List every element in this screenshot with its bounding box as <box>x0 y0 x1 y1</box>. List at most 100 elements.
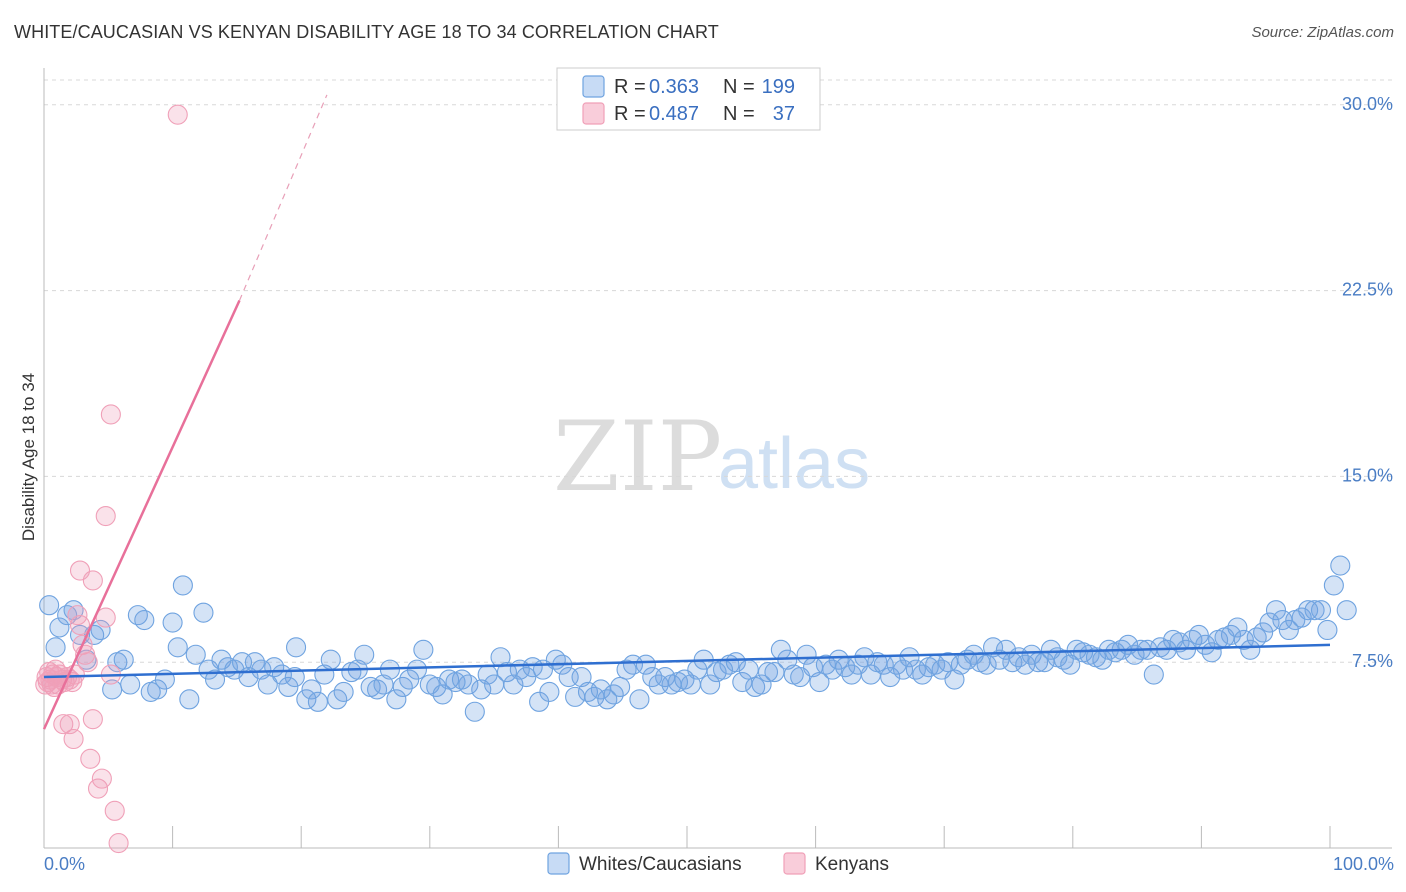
white-point-37 <box>284 667 305 688</box>
white-point-73 <box>516 667 537 688</box>
white-point-70 <box>496 662 518 683</box>
white-point-111 <box>757 662 779 683</box>
white-point-57 <box>413 639 434 660</box>
kenyan-point-21 <box>67 605 88 626</box>
kenyan-point-20 <box>63 728 84 750</box>
white-point-196 <box>1304 600 1325 621</box>
white-point-92 <box>635 654 656 675</box>
kenyan-point-27 <box>82 709 103 730</box>
kenyan-point-25 <box>77 652 98 673</box>
bottom-legend-label-kenyans: Kenyans <box>815 854 889 875</box>
bottom-legend: Whites/Caucasians Kenyans <box>547 852 889 875</box>
x-tick-label-max: 100.0% <box>1333 854 1394 874</box>
y-axis-label: Disability Age 18 to 34 <box>19 373 38 541</box>
y-tick-label-2: 22.5% <box>1342 280 1393 300</box>
white-point-55 <box>399 669 420 690</box>
x-tick-label-min: 0.0% <box>44 854 85 874</box>
legend-swatch-whites <box>582 75 605 98</box>
white-point-40 <box>301 679 322 700</box>
trend-line-kenyans <box>42 299 241 730</box>
y-tick-labels: 7.5% 15.0% 22.5% 30.0% <box>1342 94 1393 671</box>
white-point-119 <box>809 671 830 693</box>
kenyan-point-26 <box>80 748 101 769</box>
chart-source: Source: ZipAtlas.com <box>1251 24 1394 41</box>
white-point-82 <box>571 667 592 688</box>
white-point-171 <box>1143 664 1164 685</box>
white-point-11 <box>113 649 134 670</box>
white-point-41 <box>307 691 328 712</box>
legend-r-value-whites: 0.363 <box>649 76 699 98</box>
white-point-36 <box>278 676 299 698</box>
white-point-32 <box>251 659 272 680</box>
white-point-185 <box>1233 629 1254 650</box>
white-point-19 <box>167 637 188 658</box>
legend-n-label-kenyans: N = <box>723 103 755 125</box>
gridlines <box>44 79 1392 663</box>
white-point-77 <box>539 681 560 702</box>
legend-swatch-kenyans <box>582 102 605 125</box>
white-point-130 <box>880 667 901 688</box>
trend-lines <box>42 94 1331 730</box>
white-point-133 <box>899 647 920 668</box>
kenyan-point-37 <box>100 404 121 425</box>
white-point-117 <box>796 644 817 665</box>
bottom-legend-label-whites: Whites/Caucasians <box>579 854 742 875</box>
white-point-2 <box>49 617 70 638</box>
white-point-56 <box>406 659 427 680</box>
white-point-51 <box>373 674 394 695</box>
trend-line-whites <box>43 643 1331 679</box>
white-point-140 <box>944 669 965 690</box>
white-point-198 <box>1317 619 1338 641</box>
white-point-148 <box>995 639 1016 660</box>
white-point-25 <box>204 669 226 690</box>
white-point-102 <box>700 674 721 695</box>
bottom-legend-swatch-whites <box>547 852 570 875</box>
white-point-151 <box>1015 654 1036 675</box>
white-point-43 <box>320 649 341 670</box>
kenyan-point-33 <box>108 832 129 854</box>
y-tick-label-0: 7.5% <box>1352 651 1393 671</box>
white-point-21 <box>179 689 200 710</box>
white-point-186 <box>1240 639 1261 660</box>
white-point-1 <box>45 637 66 658</box>
kenyan-point-38 <box>167 104 188 125</box>
white-point-158 <box>1060 654 1081 675</box>
kenyan-point-32 <box>104 800 125 821</box>
white-point-91 <box>629 689 650 710</box>
kenyan-point-30 <box>95 607 116 628</box>
white-point-8 <box>90 619 111 641</box>
white-point-38 <box>286 637 307 658</box>
white-point-178 <box>1188 624 1209 645</box>
white-point-88 <box>610 676 631 698</box>
white-point-23 <box>193 602 214 623</box>
legend-r-value-kenyans: 0.487 <box>649 103 699 125</box>
top-legend: R = 0.363 N = 199 R = 0.487 N = 37 <box>556 67 821 131</box>
watermark: ZIP atlas <box>553 401 870 513</box>
kenyan-point-29 <box>91 768 112 789</box>
white-point-18 <box>162 612 183 633</box>
kenyan-point-22 <box>69 614 91 636</box>
white-point-147 <box>989 649 1010 670</box>
white-point-199 <box>1323 575 1344 596</box>
white-point-108 <box>738 659 759 680</box>
legend-r-label-whites: R = <box>614 76 646 98</box>
kenyan-point-36 <box>95 505 116 527</box>
legend-n-label-whites: N = <box>723 76 755 98</box>
white-point-60 <box>432 684 453 705</box>
legend-n-value-whites: 199 <box>762 76 795 98</box>
white-point-139 <box>938 652 959 673</box>
white-point-201 <box>1336 600 1357 621</box>
white-point-12 <box>120 674 141 695</box>
white-point-112 <box>764 662 785 683</box>
series-kenyans-points <box>35 104 188 854</box>
watermark-atlas: atlas <box>718 424 870 504</box>
chart-title: WHITE/CAUCASIAN VS KENYAN DISABILITY AGE… <box>14 22 719 42</box>
legend-r-label-kenyans: R = <box>614 103 646 125</box>
white-point-20 <box>172 575 193 596</box>
white-point-106 <box>725 652 746 673</box>
white-point-71 <box>503 674 524 695</box>
series-whites-points <box>39 555 1357 722</box>
white-point-192 <box>1278 619 1299 641</box>
kenyan-point-19 <box>59 714 80 735</box>
